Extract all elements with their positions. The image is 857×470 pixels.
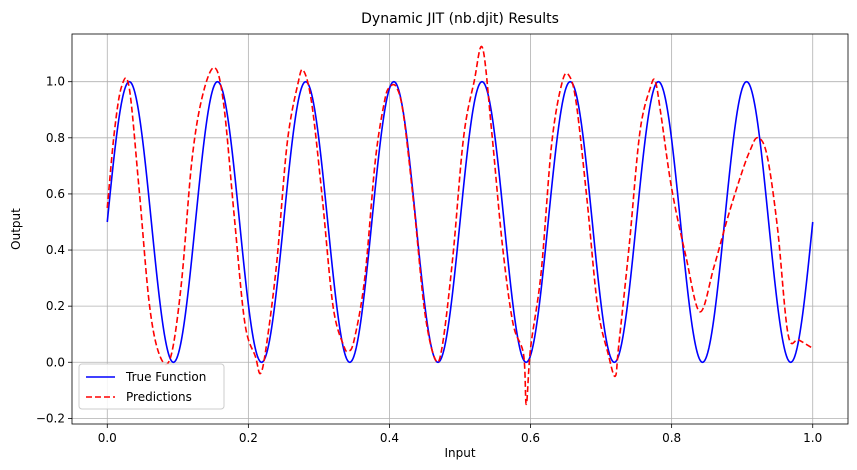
y-tick-label: 0.8 xyxy=(46,131,65,145)
y-tick-label: 0.0 xyxy=(46,355,65,369)
x-tick-label: 0.0 xyxy=(98,431,117,445)
y-tick-label: 0.6 xyxy=(46,187,65,201)
legend-label-predictions: Predictions xyxy=(126,390,192,404)
x-tick-label: 0.2 xyxy=(239,431,258,445)
x-axis: 0.0 0.2 0.4 0.6 0.8 1.0 xyxy=(98,424,822,445)
x-tick-label: 0.4 xyxy=(380,431,399,445)
series-true-function xyxy=(106,80,814,364)
chart-title: Dynamic JIT (nb.djit) Results xyxy=(361,11,559,27)
series-layer xyxy=(106,45,814,406)
y-axis: −0.2 0.0 0.2 0.4 0.6 0.8 1.0 xyxy=(36,75,72,425)
legend: True Function Predictions xyxy=(78,363,225,410)
y-tick-label: 1.0 xyxy=(46,75,65,89)
x-tick-label: 0.6 xyxy=(521,431,540,445)
y-tick-label: 0.4 xyxy=(46,243,65,257)
y-tick-label: 0.2 xyxy=(46,299,65,313)
x-axis-label: Input xyxy=(444,446,475,460)
x-tick-label: 1.0 xyxy=(803,431,822,445)
y-axis-label: Output xyxy=(9,208,23,250)
y-tick-label: −0.2 xyxy=(36,411,65,425)
legend-box xyxy=(78,363,225,410)
legend-label-true-function: True Function xyxy=(125,370,206,384)
plot-frame xyxy=(71,33,849,425)
x-tick-label: 0.8 xyxy=(662,431,681,445)
